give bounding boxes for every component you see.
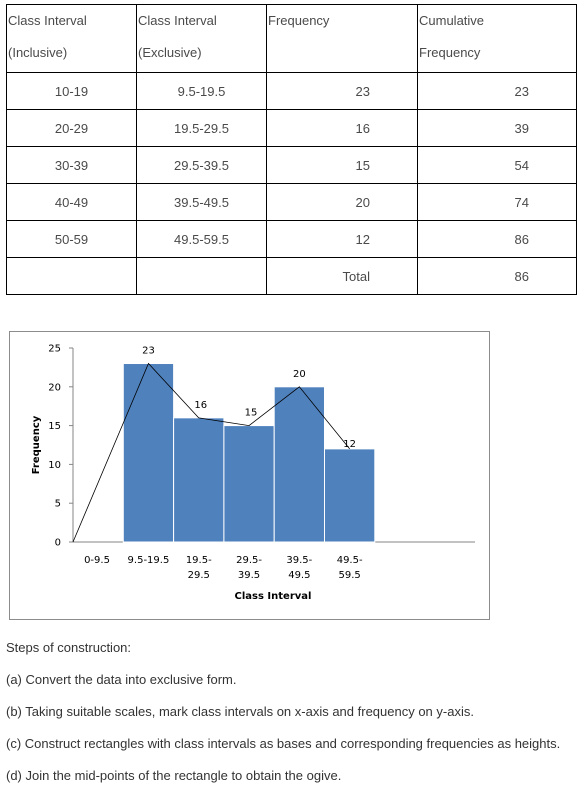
header-cumulative: Cumulative Frequency — [417, 4, 577, 73]
table-cell: 39.5-49.5 — [136, 183, 267, 221]
x-tick-label: 9.5-19.5 — [128, 555, 170, 566]
table-row: 40-49 39.5-49.5 20 74 — [6, 183, 577, 221]
header-text: Frequency — [268, 13, 330, 28]
histogram-chart: 0 5 10 15 20 25 23 16 15 20 12 0-9.5 9.5-19.5 19.5- 29… — [9, 331, 490, 620]
header-text: Class Interval — [138, 13, 217, 28]
table-cell: 50-59 — [6, 220, 137, 258]
header-text: (Inclusive) — [8, 45, 68, 60]
table-cell: 23 — [417, 72, 577, 110]
table-cell: 10-19 — [6, 72, 137, 110]
step-item: (a) Convert the data into exclusive form… — [6, 672, 237, 687]
histogram-bar — [223, 425, 275, 543]
table-cell: 39 — [417, 109, 577, 147]
histogram-bar — [324, 448, 376, 543]
table-cell — [6, 257, 137, 295]
table-cell: 9.5-19.5 — [136, 72, 267, 110]
table-cell: 29.5-39.5 — [136, 146, 267, 184]
table-row: 10-19 9.5-19.5 23 23 — [6, 72, 577, 110]
step-item: (d) Join the mid-points of the rectangle… — [6, 768, 342, 783]
table-cell: 23 — [266, 72, 418, 110]
table-cell: 12 — [266, 220, 418, 258]
header-text: (Exclusive) — [138, 45, 202, 60]
histogram-bar — [173, 417, 225, 543]
header-frequency: Frequency — [266, 4, 418, 73]
data-label: 15 — [245, 408, 258, 419]
header-text: Class Interval — [8, 13, 87, 28]
y-tick-label: 10 — [48, 460, 61, 471]
table-row: 30-39 29.5-39.5 15 54 — [6, 146, 577, 184]
data-label: 16 — [194, 400, 207, 411]
x-tick-label: 29.5- — [236, 555, 262, 566]
x-tick-label: 59.5 — [339, 570, 361, 581]
header-inclusive: Class Interval (Inclusive) — [6, 4, 137, 73]
chart-canvas: 0 5 10 15 20 25 23 16 15 20 12 0-9.5 9.5-19.5 19.5- 29… — [31, 344, 475, 602]
y-tick-label: 25 — [48, 344, 61, 355]
header-text: Frequency — [419, 45, 481, 60]
y-axis-title: Frequency — [31, 415, 42, 474]
steps-heading: Steps of construction: — [6, 640, 132, 655]
table-cell: 15 — [266, 146, 418, 184]
data-label: 20 — [293, 369, 306, 380]
header-exclusive: Class Interval (Exclusive) — [136, 4, 267, 73]
table-cell: 16 — [266, 109, 418, 147]
table-header-row: Class Interval (Inclusive) Class Interva… — [6, 4, 577, 73]
x-tick-label: 39.5 — [238, 570, 260, 581]
y-tick-label: 5 — [55, 499, 61, 510]
x-tick-label: 19.5- — [186, 555, 212, 566]
table-cell: 86 — [417, 220, 577, 258]
x-tick-label: 49.5 — [288, 570, 310, 581]
step-item: (c) Construct rectangles with class inte… — [6, 736, 561, 751]
table-cell: 40-49 — [6, 183, 137, 221]
table-cell: 30-39 — [6, 146, 137, 184]
table-row: 50-59 49.5-59.5 12 86 — [6, 220, 577, 258]
x-tick-label: 49.5- — [337, 555, 363, 566]
table-cell: 20 — [266, 183, 418, 221]
histogram-bar — [273, 386, 326, 543]
header-text: Cumulative — [419, 13, 485, 28]
table-cell: 20-29 — [6, 109, 137, 147]
table-total-value: 86 — [417, 257, 577, 295]
table-cell: 19.5-29.5 — [136, 109, 267, 147]
table-row: 20-29 19.5-29.5 16 39 — [6, 109, 577, 147]
table-total-row: Total 86 — [6, 257, 577, 295]
histogram-bar — [122, 363, 175, 543]
frequency-table: Class Interval (Inclusive) Class Interva… — [6, 4, 577, 295]
frequency-polygon-line — [72, 362, 350, 543]
table-cell: 74 — [417, 183, 577, 221]
table-cell — [136, 257, 267, 295]
x-tick-label: 39.5- — [286, 555, 312, 566]
y-tick-label: 15 — [48, 421, 61, 432]
x-axis-title: Class Interval — [235, 591, 312, 602]
y-tick-label: 0 — [55, 538, 61, 549]
table-cell: 54 — [417, 146, 577, 184]
construction-steps: Steps of construction: (a) Convert the d… — [6, 632, 560, 792]
step-item: (b) Taking suitable scales, mark class i… — [6, 704, 474, 719]
data-label: 23 — [142, 346, 155, 357]
table-total-label: Total — [266, 257, 418, 295]
data-label: 12 — [343, 439, 356, 450]
x-tick-label: 29.5 — [188, 570, 210, 581]
x-tick-label: 0-9.5 — [84, 555, 110, 566]
y-tick-label: 20 — [48, 382, 61, 393]
table-cell: 49.5-59.5 — [136, 220, 267, 258]
